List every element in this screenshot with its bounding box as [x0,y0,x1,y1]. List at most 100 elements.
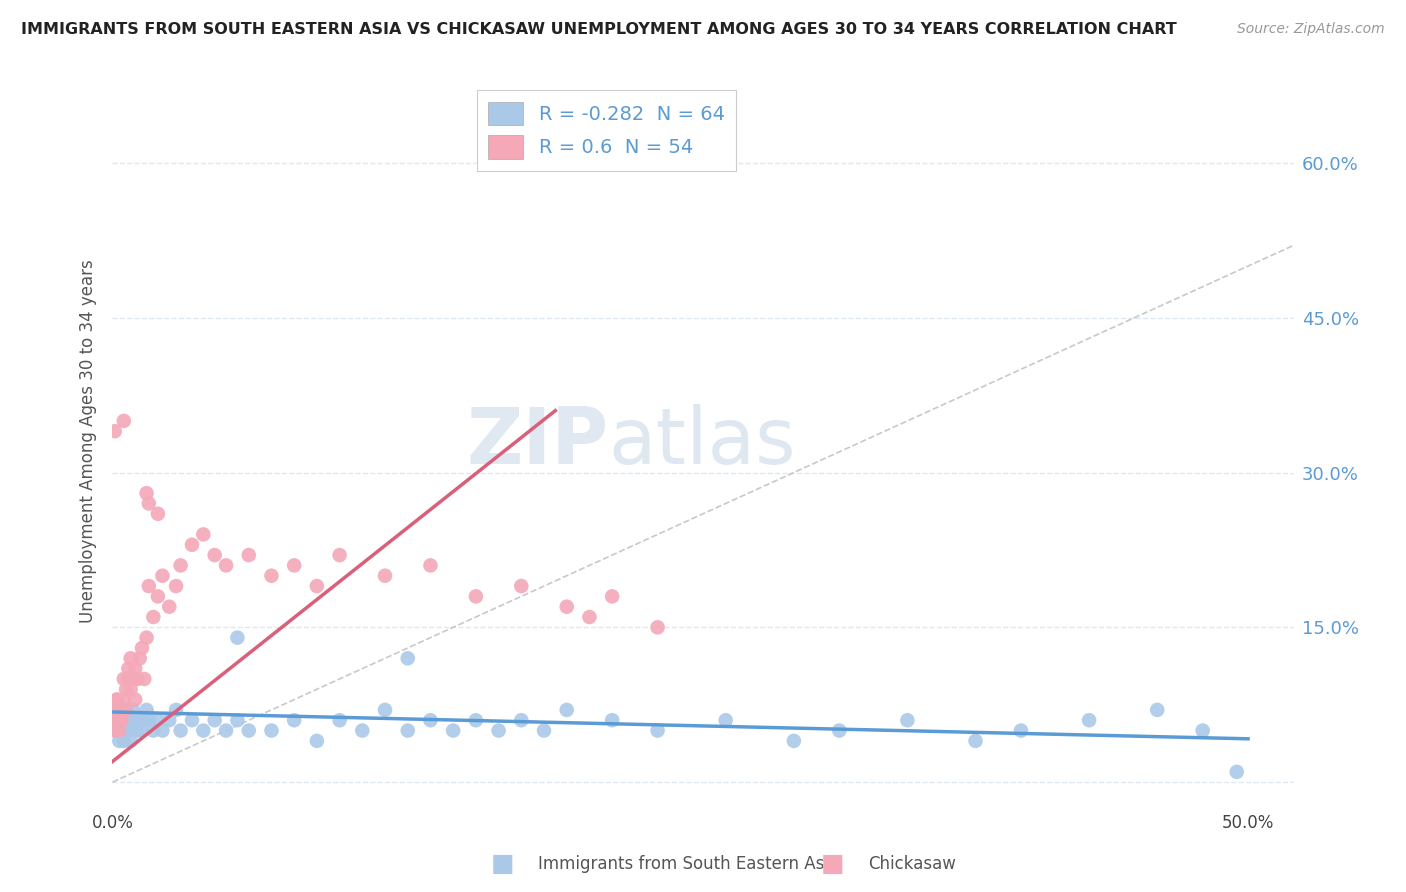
Point [396,651,419,665]
Point [108,713,131,727]
Point [120,651,142,665]
Point [124,713,146,727]
Point [117,723,139,738]
Point [138,579,160,593]
Text: ZIP: ZIP [467,403,609,480]
Text: Chickasaw: Chickasaw [869,855,956,873]
Point [108,734,131,748]
Point [238,548,260,562]
Point [128,713,150,727]
Point [260,568,283,582]
Text: atlas: atlas [609,403,796,480]
Point [124,723,146,738]
Point [441,723,464,738]
Point [896,713,918,727]
Point [124,662,146,676]
Point [135,703,157,717]
Point [105,703,128,717]
Point [138,713,160,727]
Point [396,723,419,738]
Point [146,713,169,727]
Point [165,579,187,593]
Point [510,713,533,727]
Point [134,713,156,727]
Point [135,631,157,645]
Point [117,662,139,676]
Legend: R = -0.282  N = 64, R = 0.6  N = 54: R = -0.282 N = 64, R = 0.6 N = 54 [477,90,737,170]
Point [555,599,578,614]
Point [488,723,510,738]
Point [1010,723,1032,738]
Point [117,713,139,727]
Point [305,734,328,748]
Point [215,723,238,738]
Point [115,703,138,717]
Point [828,723,851,738]
Point [117,672,139,686]
Point [110,703,132,717]
Point [112,672,135,686]
Point [419,558,441,573]
Point [1191,723,1213,738]
Y-axis label: Unemployment Among Ages 30 to 34 years: Unemployment Among Ages 30 to 34 years [79,260,97,624]
Point [783,734,806,748]
Text: ■: ■ [821,852,845,876]
Point [352,723,374,738]
Point [128,651,150,665]
Point [329,548,352,562]
Point [157,713,180,727]
Point [110,713,132,727]
Point [204,713,226,727]
Point [104,424,127,438]
Point [115,703,138,717]
Point [152,568,174,582]
Point [112,414,135,428]
Point [374,568,396,582]
Point [110,723,132,738]
Point [142,610,165,624]
Point [1078,713,1101,727]
Text: Source: ZipAtlas.com: Source: ZipAtlas.com [1237,22,1385,37]
Point [135,486,157,500]
Point [226,631,249,645]
Point [120,713,142,727]
Point [714,713,737,727]
Point [112,713,135,727]
Text: Immigrants from South Eastern Asia: Immigrants from South Eastern Asia [537,855,839,873]
Point [112,734,135,748]
Point [555,703,578,717]
Point [1226,764,1249,779]
Point [122,672,145,686]
Point [146,507,169,521]
Point [142,723,165,738]
Point [104,723,127,738]
Point [600,713,623,727]
Point [215,558,238,573]
Point [647,723,669,738]
Point [169,558,191,573]
Point [464,590,486,604]
Point [152,723,174,738]
Point [193,723,215,738]
Point [283,558,305,573]
Point [115,682,138,697]
Point [127,672,149,686]
Point [124,692,146,706]
Point [464,713,486,727]
Point [105,692,128,706]
Point [131,640,153,655]
Point [127,723,149,738]
Point [108,723,131,738]
Point [193,527,215,541]
Point [104,703,127,717]
Point [419,713,441,727]
Point [374,703,396,717]
Point [305,579,328,593]
Point [965,734,987,748]
Point [138,496,160,510]
Point [647,620,669,634]
Point [105,713,128,727]
Point [226,713,249,727]
Point [105,692,128,706]
Point [157,599,180,614]
